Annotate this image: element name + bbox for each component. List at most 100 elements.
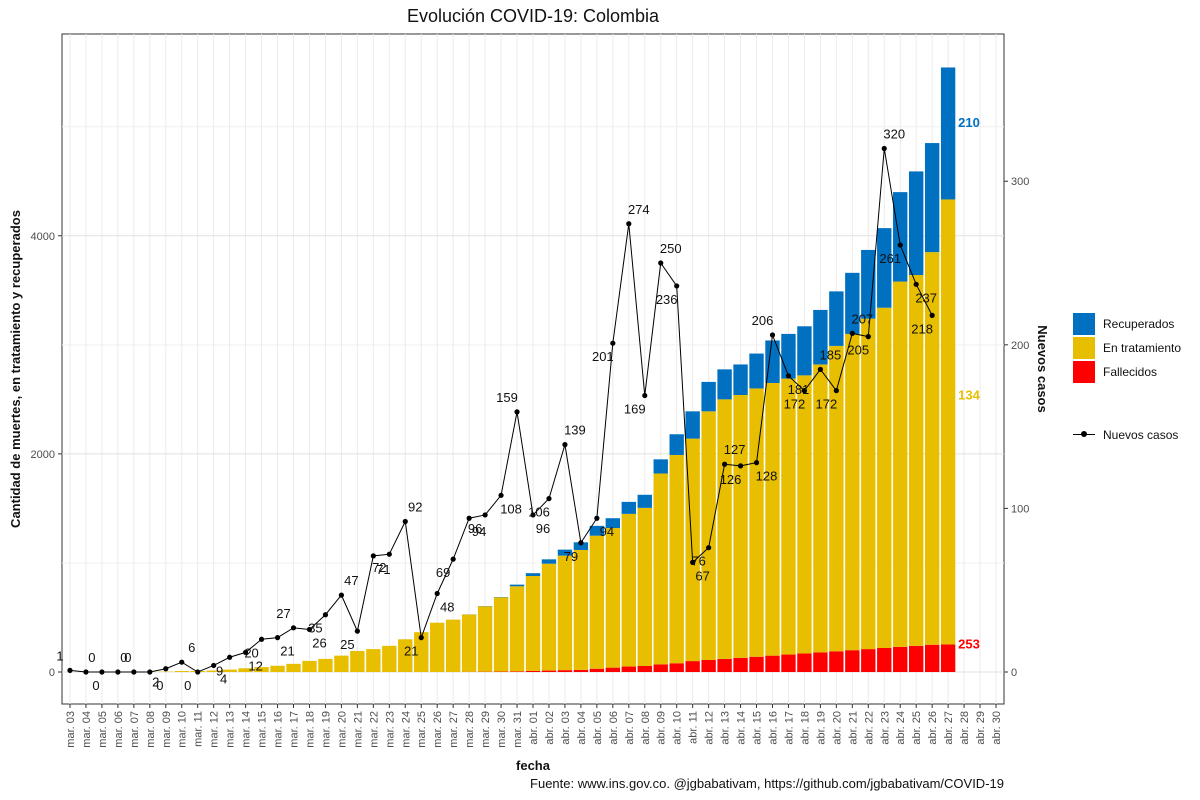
nuevos-casos-point	[338, 592, 345, 598]
bar-en-tratamiento	[637, 507, 652, 667]
bar-en-tratamiento	[717, 399, 732, 659]
x-tick-label: abr. 01	[528, 711, 540, 745]
nuevos-casos-point	[482, 512, 488, 518]
nuevos-casos-point	[514, 409, 520, 415]
nuevos-casos-point	[785, 373, 792, 379]
nuevos-casos-point	[450, 556, 456, 562]
point-label: 185	[820, 347, 842, 362]
nuevos-casos-point	[658, 260, 664, 266]
nuevos-casos-point	[897, 242, 903, 248]
bar-en-tratamiento	[238, 668, 253, 672]
x-tick-label: abr. 21	[847, 711, 859, 745]
legend-label: En tratamiento	[1103, 341, 1182, 355]
bar-en-tratamiento	[669, 454, 684, 664]
bar-recuperados	[940, 67, 956, 200]
bar-en-tratamiento	[589, 535, 605, 669]
legend-label: Recuperados	[1103, 317, 1175, 331]
point-label: 71	[376, 562, 390, 577]
legend: Recuperados En tratamiento Fallecidos	[1073, 312, 1181, 384]
point-label: 250	[660, 241, 682, 256]
nuevos-casos-point	[626, 221, 632, 227]
point-label: 181	[788, 382, 810, 397]
point-label: 0	[120, 650, 127, 665]
nuevos-casos-point	[354, 628, 360, 634]
nuevos-casos-point	[674, 283, 680, 289]
legend-swatch	[1073, 313, 1095, 335]
x-tick-label: abr. 04	[576, 711, 588, 745]
point-label: 92	[408, 499, 422, 514]
nuevos-casos-point	[99, 669, 105, 675]
bar-en-tratamiento	[414, 632, 429, 672]
bar-en-tratamiento	[334, 655, 349, 672]
nuevos-casos-point	[801, 388, 808, 394]
x-tick-label: mar. 21	[352, 711, 364, 748]
bar-en-tratamiento	[445, 619, 461, 672]
x-tick-label: mar. 19	[320, 711, 332, 748]
x-tick-label: abr. 20	[831, 711, 843, 745]
nuevos-casos-point	[466, 515, 472, 521]
x-tick-label: abr. 29	[975, 711, 987, 745]
new-cases-line	[67, 145, 935, 675]
x-tick-label: abr. 19	[815, 711, 827, 745]
bar-en-tratamiento	[701, 411, 716, 661]
point-label: 205	[847, 343, 869, 358]
x-tick-label: mar. 04	[81, 711, 93, 748]
bar-recuperados	[717, 369, 732, 400]
x-tick-label: mar. 26	[432, 711, 444, 748]
bar-en-tratamiento	[861, 318, 876, 650]
legend-item-nuevos-casos: Nuevos casos	[1073, 428, 1178, 442]
point-label: 261	[879, 251, 901, 266]
point-label: 12	[248, 658, 262, 673]
point-label: 2	[152, 675, 159, 690]
nuevos-casos-point	[929, 312, 935, 318]
point-label: 108	[500, 501, 522, 516]
legend-item-en-tratamiento: En tratamiento	[1073, 336, 1181, 360]
point-label: 0	[92, 678, 99, 693]
x-tick-label: mar. 20	[336, 711, 348, 748]
bar-fallecidos	[845, 650, 860, 672]
point-label: 139	[564, 423, 586, 438]
bar-en-tratamiento	[302, 660, 317, 672]
x-tick-label: mar. 09	[161, 711, 173, 748]
bar-fallecidos	[685, 661, 700, 672]
nuevos-casos-point	[131, 669, 137, 675]
x-tick-label: mar. 07	[129, 711, 141, 748]
x-tick-label: abr. 28	[959, 711, 971, 745]
point-label: 48	[440, 599, 454, 614]
nuevos-casos-point	[274, 635, 281, 641]
nuevos-casos-point	[402, 518, 408, 525]
bar-recuperados	[861, 249, 876, 319]
x-tick-label: abr. 27	[943, 711, 955, 745]
nuevos-casos-point	[546, 495, 552, 502]
x-tick-label: mar. 03	[65, 711, 77, 748]
point-label: 69	[436, 565, 450, 580]
y2-tick-label: 0	[1011, 667, 1017, 679]
x-tick-label: abr. 24	[895, 711, 907, 745]
bar-en-tratamiento	[749, 388, 764, 657]
bar-en-tratamiento	[653, 473, 668, 665]
bar-fallecidos	[653, 664, 668, 672]
x-tick-label: abr. 25	[911, 711, 923, 745]
bar-en-tratamiento	[430, 622, 445, 672]
point-label: 0	[184, 678, 191, 693]
nuevos-casos-point	[115, 669, 121, 675]
nuevos-casos-point	[706, 545, 712, 551]
point-label: 76	[691, 554, 705, 569]
bar-fallecidos	[573, 669, 589, 672]
nuevos-casos-point	[258, 636, 265, 642]
bar-en-tratamiento	[254, 667, 269, 672]
y-tick-label: 2000	[31, 449, 55, 461]
bar-fallecidos	[749, 656, 764, 672]
bar-recuperados	[845, 272, 860, 334]
nuevos-casos-point	[594, 515, 600, 521]
bar-recuperados	[924, 143, 940, 253]
x-tick-label: abr. 30	[991, 711, 1003, 745]
point-label: 21	[280, 644, 294, 659]
x-tick-label: mar. 13	[225, 711, 237, 748]
point-label: 27	[276, 606, 290, 621]
point-label: 96	[536, 521, 550, 536]
bar-fallecidos	[701, 660, 716, 672]
bar-en-tratamiento	[270, 665, 285, 672]
point-label: 1	[56, 648, 63, 663]
